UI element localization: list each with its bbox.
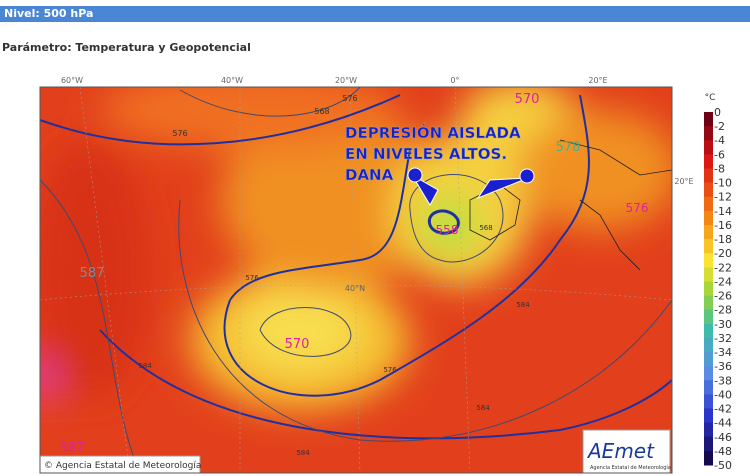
colorbar-label: -28 <box>714 304 732 317</box>
credit-box <box>40 455 201 473</box>
colorbar-swatch <box>704 253 713 268</box>
contour-label: 576 <box>342 94 357 103</box>
colorbar-label: -36 <box>714 360 732 373</box>
colorbar-swatch <box>704 323 713 339</box>
colorbar-label: -4 <box>714 134 725 147</box>
colorbar-swatch <box>704 112 713 127</box>
colorbar-swatch <box>704 408 713 424</box>
colorbar-label: -24 <box>714 275 732 288</box>
contour-label: 578 <box>556 140 581 155</box>
colorbar-label: -16 <box>714 219 732 232</box>
colorbar-swatch <box>704 267 713 282</box>
colorbar-swatch <box>704 380 713 395</box>
colorbar-label: -40 <box>714 388 732 401</box>
logo-subtitle: Agencia Estatal de Meteorología <box>590 464 671 471</box>
colorbar-label: -12 <box>714 191 732 204</box>
contour-label: 570 <box>515 92 540 107</box>
colorbar-swatch <box>704 210 713 226</box>
colorbar-swatch <box>704 337 713 353</box>
colorbar-label: -26 <box>714 290 732 303</box>
colorbar-swatch <box>704 224 713 240</box>
colorbar-swatch <box>704 196 713 212</box>
colorbar-swatch <box>704 126 713 141</box>
contour-label: 568 <box>479 224 492 232</box>
contour-label: 587 <box>60 441 85 456</box>
colorbar-label: -8 <box>714 162 725 175</box>
contour-label: 584 <box>476 404 490 412</box>
map: 568 576 576 570 578 576 558 587 570 587 576 584 584 5… <box>40 87 672 473</box>
contour-label: 584 <box>516 301 530 309</box>
colorbar-label: -2 <box>714 120 725 133</box>
contour-label: 584 <box>138 362 152 370</box>
contour-label: 576 <box>172 129 187 138</box>
colorbar-label: -44 <box>714 417 732 430</box>
colorbar-swatch <box>704 309 713 325</box>
colorbar-label: 0 <box>714 106 721 119</box>
annotation: EN NIVELES ALTOS. <box>345 145 507 163</box>
credit-text: Agencia Estatal de Meteorología <box>56 461 202 471</box>
contour-label: 576 <box>626 201 649 215</box>
contour-label: 568 <box>314 107 329 116</box>
colorbar-label: -10 <box>714 177 732 190</box>
lat-label: 40°N <box>345 284 365 293</box>
colorbar-label: -32 <box>714 332 732 345</box>
colorbar-label: -38 <box>714 374 732 387</box>
contour-label: 570 <box>285 337 310 352</box>
colorbar-swatch <box>704 168 713 184</box>
colorbar-swatch <box>704 281 713 297</box>
lon-label: 20°E <box>588 76 607 85</box>
map-frame <box>39 86 673 474</box>
colorbar-label: -20 <box>714 247 732 260</box>
logo-box <box>582 429 671 473</box>
colorbar-swatch <box>704 182 713 198</box>
credit: © Agencia Estatal de Meteorología <box>44 461 201 471</box>
lon-label: 0° <box>450 76 459 85</box>
colorbar-swatch <box>704 295 713 311</box>
level-header: Nivel: 500 hPa <box>0 6 750 22</box>
colorbar-swatch <box>704 239 713 254</box>
annotation: DANA <box>345 166 394 184</box>
lat-label: 20°E <box>674 177 693 186</box>
colorbar-label: -48 <box>714 445 732 458</box>
colorbar-label: -6 <box>714 148 725 161</box>
contour-label: 587 <box>80 266 105 281</box>
colorbar-label: -50 <box>714 459 732 472</box>
annotation: DEPRESIÓN AISLADA <box>345 123 521 142</box>
colorbar-label: -42 <box>714 403 732 416</box>
contour-label: 576 <box>245 274 259 282</box>
contour-label: 576 <box>383 366 397 374</box>
logo: AEmet <box>586 439 655 463</box>
colorbar-swatch <box>704 352 713 367</box>
colorbar-label: -18 <box>714 233 732 246</box>
lon-label: 40°W <box>221 76 243 85</box>
parameter-label: Parámetro: Temperatura y Geopotencial <box>2 41 251 54</box>
colorbar-swatch <box>704 436 713 452</box>
colorbar-swatch <box>704 154 713 169</box>
lon-label: 60°W <box>61 76 83 85</box>
colorbar-label: -22 <box>714 261 732 274</box>
colorbar-swatch <box>704 422 713 438</box>
colorbar-swatch <box>704 394 713 410</box>
colorbar-label: -46 <box>714 431 732 444</box>
colorbar-label: -34 <box>714 346 732 359</box>
contour-label: 584 <box>296 449 310 457</box>
colorbar-unit: °C <box>705 93 716 103</box>
colorbar-swatch <box>704 140 713 155</box>
contour-label: 558 <box>436 223 459 237</box>
colorbar-label: -30 <box>714 318 732 331</box>
colorbar-swatch <box>704 366 713 381</box>
lon-label: 20°W <box>335 76 357 85</box>
colorbar-label: -14 <box>714 205 732 218</box>
colorbar-swatch <box>704 450 713 466</box>
